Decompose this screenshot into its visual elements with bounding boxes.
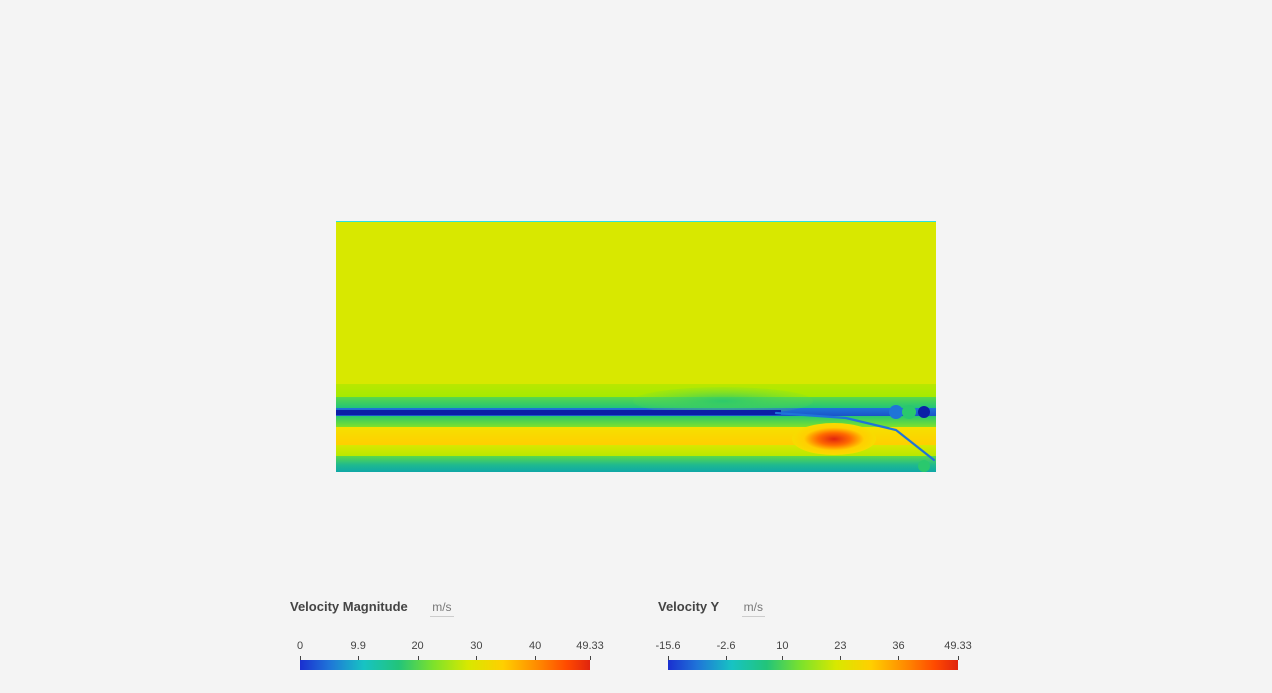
- legend-tick-label: 49.33: [944, 640, 972, 652]
- legend-tick-label: 49.33: [576, 640, 604, 652]
- legend-unit: m/s: [430, 600, 453, 617]
- legend-title: Velocity Magnitude: [290, 599, 408, 614]
- legend-bar-wrap: [658, 660, 978, 674]
- legend-velocity-magnitude: Velocity Magnitude m/s 0 9.9 20 30 40 49.33: [290, 598, 610, 674]
- legend-tick-label: 23: [834, 640, 846, 652]
- legend-tickmarks: [300, 656, 590, 660]
- legend-tickmarks: [668, 656, 958, 660]
- legend-tick-label: 0: [297, 640, 303, 652]
- legend-tick-label: 30: [470, 640, 482, 652]
- legend-tick-label: 36: [892, 640, 904, 652]
- legend-unit: m/s: [742, 600, 765, 617]
- legend-row: Velocity Magnitude m/s 0 9.9 20 30 40 49.33 V…: [270, 598, 1002, 688]
- legend-velocity-y: Velocity Y m/s -15.6 -2.6 10 23 36 49.33: [658, 598, 978, 674]
- legend-ticks: 0 9.9 20 30 40 49.33: [290, 640, 610, 656]
- legend-tick-label: 9.9: [351, 640, 366, 652]
- cfd-contour-svg: [336, 222, 936, 472]
- cfd-contour-plot: [336, 221, 936, 472]
- legend-bar-wrap: [290, 660, 610, 674]
- legend-colorbar: [668, 660, 958, 670]
- legend-tick-label: -15.6: [655, 640, 680, 652]
- legend-title: Velocity Y: [658, 599, 719, 614]
- legend-tick-label: 20: [411, 640, 423, 652]
- legend-ticks: -15.6 -2.6 10 23 36 49.33: [658, 640, 978, 656]
- legend-tick-label: 10: [776, 640, 788, 652]
- legend-colorbar: [300, 660, 590, 670]
- legend-tick-label: -2.6: [717, 640, 736, 652]
- legend-tick-label: 40: [529, 640, 541, 652]
